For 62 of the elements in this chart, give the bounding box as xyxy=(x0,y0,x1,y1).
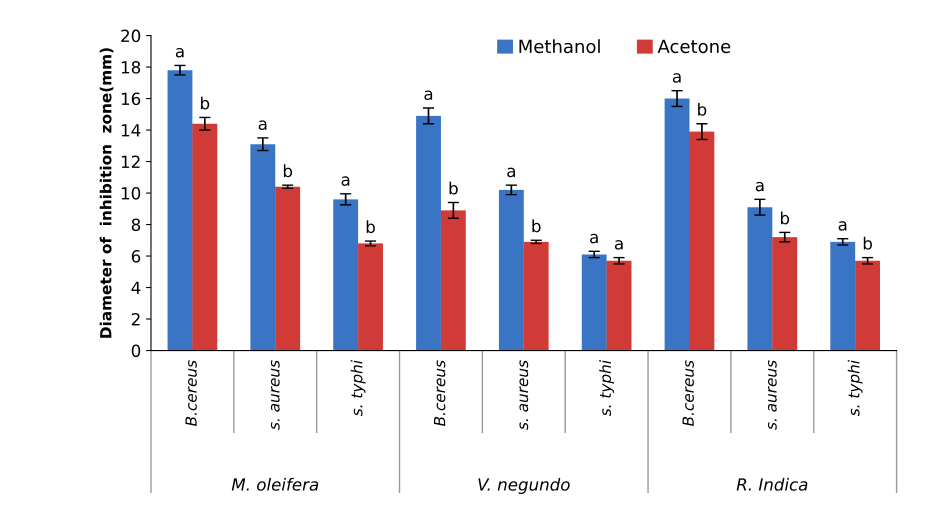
bar xyxy=(830,242,856,351)
data-label: a xyxy=(258,120,266,130)
text: V. negundo xyxy=(478,478,570,494)
y-tick-label: 16 xyxy=(122,92,140,106)
y-tick-label: 18 xyxy=(122,61,140,74)
bar xyxy=(689,132,714,351)
bar xyxy=(192,124,218,351)
x-tick-label: s. aureus xyxy=(270,360,280,430)
data-label: a xyxy=(838,221,846,231)
data-label: a xyxy=(590,234,598,244)
bar xyxy=(168,70,192,351)
bar xyxy=(855,260,880,351)
data-label: b xyxy=(201,96,210,110)
y-tick-label: 14 xyxy=(122,124,140,136)
data-label: a xyxy=(507,168,515,178)
data-label: b xyxy=(284,164,292,178)
y-tick-label: 12 xyxy=(122,156,140,168)
legend-label: Acetone xyxy=(658,40,730,54)
y-tick-label: 10 xyxy=(122,187,140,200)
data-label: a xyxy=(342,176,350,186)
bar xyxy=(333,199,358,351)
data-label: b xyxy=(450,182,458,195)
text: M. oleifera xyxy=(232,478,318,491)
data-label: b xyxy=(698,102,706,116)
data-label: a xyxy=(424,90,432,100)
x-tick-label: B.cereus xyxy=(682,360,694,426)
bar xyxy=(524,242,549,351)
bar xyxy=(275,186,300,351)
x-tick-label: s. typhi xyxy=(848,360,863,416)
y-tick-label: 2 xyxy=(132,312,140,326)
data-label: a xyxy=(176,48,184,58)
y-tick-label: 20 xyxy=(121,30,140,42)
text: R. Indica xyxy=(736,478,808,491)
bar xyxy=(358,243,383,351)
y-tick-label: 8 xyxy=(132,218,140,232)
data-label: b xyxy=(532,219,541,232)
y-axis-title: Diameter of inhibition zone(mm) xyxy=(100,48,114,338)
data-label: b xyxy=(864,236,872,250)
x-tick-label: B.cereus xyxy=(185,360,197,426)
bar xyxy=(498,190,524,351)
x-tick-label: s. typhi xyxy=(350,360,366,416)
data-label: a xyxy=(672,73,681,83)
legend-label: Methanol xyxy=(519,39,600,54)
y-tick-label: 4 xyxy=(131,282,140,294)
bar xyxy=(440,210,466,351)
bar xyxy=(664,98,690,351)
y-tick-label: 0 xyxy=(132,344,140,358)
x-tick-label: s. aureus xyxy=(519,360,528,430)
bar xyxy=(582,254,607,351)
bar xyxy=(747,207,772,351)
bar xyxy=(606,260,632,351)
x-tick-label: B.cereus xyxy=(434,360,446,426)
y-tick-label: 6 xyxy=(132,250,140,263)
data-label: b xyxy=(366,220,375,234)
x-tick-label: s. aureus xyxy=(768,360,777,430)
x-tick-label: s. typhi xyxy=(599,360,614,416)
data-label: a xyxy=(756,182,764,192)
data-label: a xyxy=(614,240,623,250)
bar xyxy=(772,237,798,351)
bar xyxy=(416,116,441,351)
bar xyxy=(250,144,276,351)
data-label: b xyxy=(780,212,790,224)
